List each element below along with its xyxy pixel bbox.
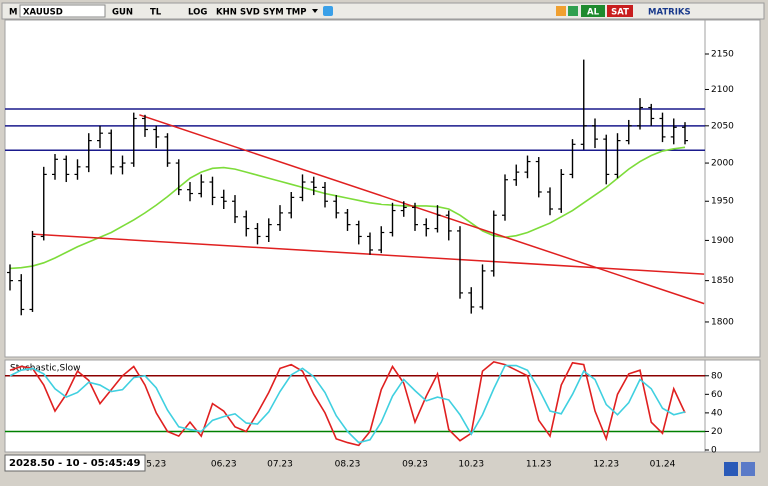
x-tick-label: 09.23 [402, 460, 428, 470]
toolbar-button[interactable]: LOG [188, 8, 207, 18]
symbol-box[interactable] [19, 4, 106, 18]
x-tick-label: 07.23 [267, 460, 293, 470]
x-tick-label: 08.23 [335, 460, 361, 470]
y-tick-label: 2000 [711, 159, 734, 169]
x-tick-label: 01.24 [650, 460, 676, 470]
sell-label[interactable]: SAT [611, 8, 629, 18]
price-panel [4, 19, 761, 358]
icon[interactable] [556, 6, 566, 16]
x-tick-label: 12.23 [593, 460, 619, 470]
dropdown[interactable] [312, 9, 318, 13]
x-tick-label: 5.23 [146, 460, 166, 470]
toolbar-button[interactable]: TL [150, 8, 162, 18]
y-tick-label: 1800 [711, 317, 734, 327]
status-box [4, 454, 146, 472]
menu-button[interactable]: M [9, 8, 17, 18]
y-tick-label: 1850 [711, 276, 734, 286]
trendline [32, 233, 705, 275]
stochastic-title: Stochastic,Slow [10, 364, 81, 374]
sell-button[interactable] [607, 5, 633, 17]
toolbar-button[interactable]: KHN [216, 8, 237, 18]
icon[interactable] [568, 6, 578, 16]
y-tick-label: 2050 [711, 121, 734, 131]
y-tick-label: 0 [711, 446, 717, 456]
stochastic-panel [4, 359, 761, 453]
stoch-plot [5, 360, 705, 447]
toolbar-button[interactable]: SYM [263, 8, 284, 18]
toolbar-button[interactable]: GUN [112, 8, 133, 18]
x-tick-label: 10.23 [458, 460, 484, 470]
toolbar-button[interactable]: TMP [286, 8, 307, 18]
y-tick-label: 1900 [711, 236, 734, 246]
symbol[interactable]: XAUUSD [23, 8, 63, 18]
x-tick-label: 11.23 [526, 460, 552, 470]
scroll-icon[interactable] [724, 462, 738, 476]
buy-button[interactable] [581, 5, 605, 17]
brand: MATRIKS [648, 8, 691, 18]
moving-average [9, 146, 686, 270]
stochastic-line [9, 364, 686, 444]
y-tick-label: 40 [711, 408, 723, 418]
settings-icon[interactable] [741, 462, 755, 476]
y-tick-label: 20 [711, 427, 723, 437]
y-tick-label: 2150 [711, 49, 734, 59]
axes: 1800 1850 1900 1950 2000 2050 2100 2150 5.23 06.2… [146, 49, 734, 469]
twitter-icon[interactable] [323, 6, 333, 16]
toolbar-buttons: GUN TL LOG KHN SVD SYM TMP [112, 8, 307, 18]
x-tick-label: 06.23 [211, 460, 237, 470]
stochastic-line [9, 360, 686, 447]
status: 2028.50 - 10 - 05:45:49 [9, 458, 140, 469]
y-tick-label: 80 [711, 371, 723, 381]
y-tick-label: 60 [711, 390, 723, 400]
y-tick-label: 2100 [711, 85, 734, 95]
y-tick-label: 1950 [711, 197, 734, 207]
trendline [139, 114, 705, 305]
buy-label[interactable]: AL [587, 8, 600, 18]
toolbar-button[interactable]: SVD [240, 8, 260, 18]
price-plot [5, 59, 705, 316]
